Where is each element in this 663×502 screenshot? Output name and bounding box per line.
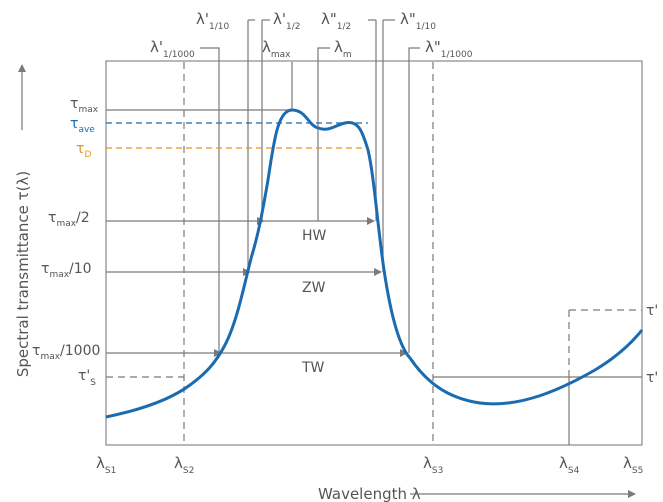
y-axis-label: Spectral transmittance τ(λ) — [14, 171, 32, 377]
label-lambda-max: λmax — [262, 38, 291, 60]
x-axis-label: Wavelength λ — [318, 485, 421, 502]
label-lambda1-1000: λ'1/1000 — [150, 38, 195, 60]
label-tw: TW — [301, 360, 325, 376]
y-axis-label-group: Spectral transmittance τ(λ) — [14, 171, 32, 377]
label-hw: HW — [302, 228, 327, 244]
label-tau-thousandth: τmax/1000 — [32, 343, 100, 362]
label-tau-d: τD — [76, 141, 91, 160]
label-lambda-s1: λS1 — [96, 454, 116, 476]
label-tau-prime-upper: τ' — [646, 303, 658, 319]
label-lambda2-1000: λ"1/1000 — [425, 38, 473, 60]
label-lambda1-2: λ'1/2 — [273, 10, 301, 32]
label-tau-tenth: τmax/10 — [41, 261, 92, 280]
label-lambda-s4: λS4 — [559, 454, 580, 476]
label-lambda2-10: λ"1/10 — [400, 10, 436, 32]
label-tau-ave: τave — [70, 116, 95, 135]
label-lambda-s5: λS5 — [623, 454, 643, 476]
label-zw: ZW — [302, 280, 326, 296]
plot-frame — [105, 60, 643, 446]
label-lambda-s3: λS3 — [423, 454, 443, 476]
label-tau-s: τ'S — [78, 368, 96, 388]
label-lambda-s2: λS2 — [174, 454, 194, 476]
label-lambda2-2: λ"1/2 — [321, 10, 351, 32]
label-lambda1-10: λ'1/10 — [196, 10, 230, 32]
label-tau-half: τmax/2 — [48, 210, 90, 229]
transmittance-curve — [105, 108, 644, 419]
label-tau-prime-lower: τ' — [646, 370, 658, 386]
label-tau-max: τmax — [70, 96, 99, 115]
label-lambda-m: λm — [334, 38, 352, 60]
